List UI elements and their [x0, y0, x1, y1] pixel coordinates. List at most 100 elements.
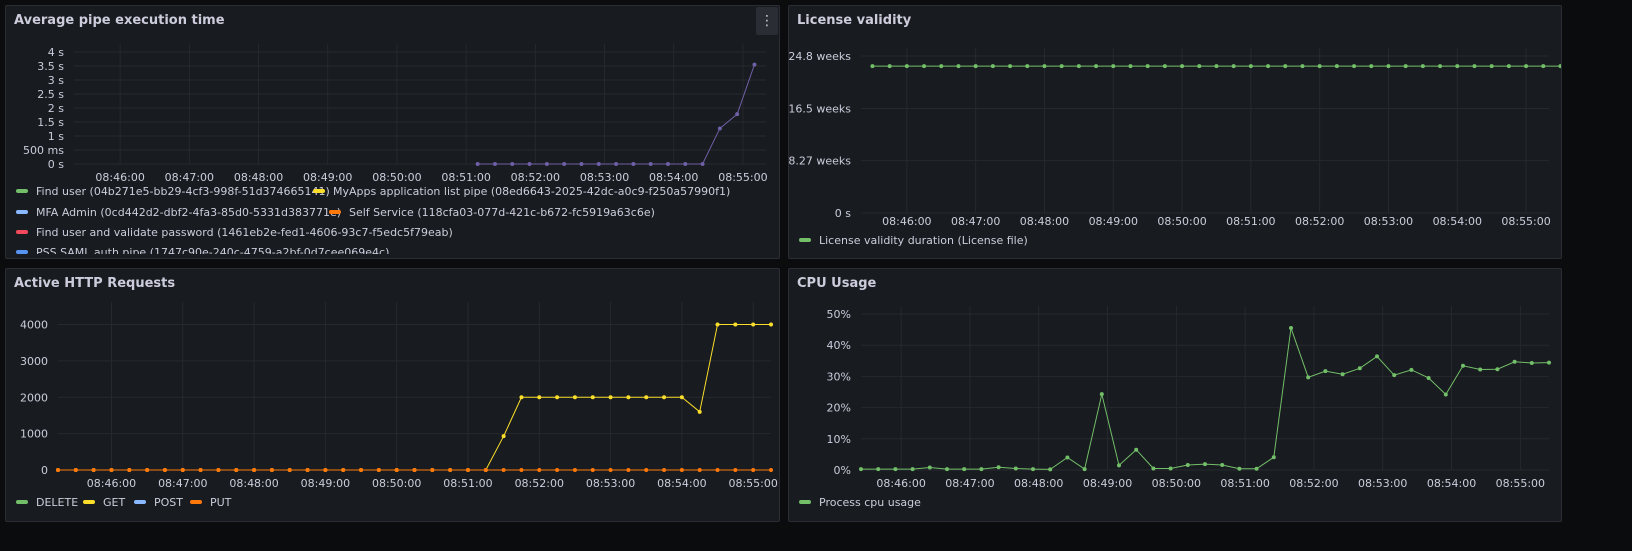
legend-item[interactable]: Self Service (118cfa03-077d-421c-b672-fc… [329, 205, 655, 219]
data-point [1162, 64, 1167, 69]
data-point [269, 468, 274, 472]
y-tick-label: 0 s [48, 158, 64, 171]
x-tick-label: 08:48:00 [229, 477, 278, 490]
y-tick-label: 16.5 weeks [789, 103, 851, 116]
y-tick-label: 50% [827, 308, 851, 321]
data-point [1025, 64, 1030, 69]
panel-title: Active HTTP Requests [14, 276, 176, 291]
data-point [1266, 64, 1271, 69]
x-tick-label: 08:46:00 [95, 171, 144, 181]
x-tick-label: 08:54:00 [649, 171, 698, 181]
legend-item[interactable]: MyApps application list pipe (08ed6643-2… [313, 184, 730, 198]
legend-swatch [799, 500, 811, 504]
data-point [939, 64, 944, 69]
data-point [1197, 64, 1202, 69]
legend-item[interactable]: MFA Admin (0cd442d2-dbf2-4fa3-85d0-5331d… [16, 205, 341, 219]
data-point [501, 434, 506, 439]
data-point [683, 162, 688, 166]
data-point [662, 395, 667, 400]
data-point [56, 468, 60, 472]
data-point [1082, 467, 1087, 472]
data-point [572, 395, 577, 400]
http-requests-panel: Active HTTP Requests 08:46:00 08:47:00 08:… [5, 268, 780, 522]
panel-title: Average pipe execution time [14, 13, 225, 28]
data-point [1059, 64, 1064, 69]
data-point [1392, 373, 1397, 378]
legend-item[interactable]: Find user and validate password (1461eb2… [16, 225, 453, 239]
cpu-chart: 08:46:00 08:47:00 08:48:00 08:49:00 08:50:00… [827, 306, 1551, 490]
data-point [1403, 64, 1408, 69]
data-point [626, 395, 631, 400]
data-point [1472, 64, 1477, 69]
y-tick-label: 4 s [48, 46, 64, 59]
data-point [1340, 372, 1345, 377]
data-point [519, 468, 524, 472]
data-point [1185, 463, 1190, 468]
y-tick-label: 2.5 s [37, 88, 64, 101]
x-tick-label: 08:51:00 [1220, 477, 1269, 490]
data-point [323, 468, 328, 472]
data-point [1283, 64, 1288, 69]
data-point [1271, 455, 1276, 460]
data-point [180, 468, 185, 472]
data-point [1489, 64, 1494, 69]
legend-swatch [83, 500, 95, 504]
y-tick-label: 500 ms [23, 144, 64, 157]
data-point [1220, 463, 1225, 468]
legend-item[interactable]: Find user (04b271e5-bb29-4cf3-998f-51d37… [16, 184, 330, 198]
data-point [1168, 466, 1173, 471]
legend-item[interactable]: License validity duration (License file) [799, 233, 1028, 247]
data-point [73, 468, 78, 472]
y-tick-label: 2000 [20, 391, 48, 404]
x-tick-label: 08:54:00 [657, 477, 706, 490]
http-chart: 08:46:00 08:47:00 08:48:00 08:49:00 08:50:00… [20, 302, 778, 490]
legend-item[interactable]: PUT [190, 495, 231, 509]
data-point [1455, 64, 1460, 69]
data-point [1506, 64, 1511, 69]
y-tick-label: 3.5 s [37, 60, 64, 73]
data-point [216, 468, 221, 472]
legend-item[interactable]: Process cpu usage [799, 495, 921, 509]
y-tick-label: 3000 [20, 355, 48, 368]
data-point [859, 467, 863, 472]
data-point [717, 126, 722, 131]
legend-item[interactable]: GET [83, 495, 125, 509]
x-tick-label: 08:52:00 [1289, 477, 1338, 490]
x-tick-label: 08:50:00 [1152, 477, 1201, 490]
legend-swatch [16, 189, 28, 193]
license-chart: 08:46:00 08:47:00 08:48:00 08:49:00 08:50:00… [789, 48, 1561, 228]
legend-item[interactable]: PSS SAML auth pipe (1747c90e-240c-4759-a… [16, 245, 389, 254]
y-tick-label: 1 s [48, 130, 64, 143]
data-point [1128, 64, 1133, 69]
data-point [1065, 455, 1070, 460]
y-tick-label: 24.8 weeks [789, 50, 851, 63]
x-tick-label: 08:48:00 [1014, 477, 1063, 490]
data-point [904, 64, 909, 69]
data-point [644, 468, 649, 472]
panel-menu-button[interactable]: ⋮ [756, 7, 778, 35]
x-tick-label: 08:46:00 [882, 215, 931, 228]
data-point [1076, 64, 1081, 69]
y-tick-label: 0% [834, 464, 851, 477]
x-tick-label: 08:54:00 [1433, 215, 1482, 228]
x-tick-label: 08:47:00 [951, 215, 1000, 228]
data-point [596, 162, 601, 166]
legend-item[interactable]: POST [134, 495, 183, 509]
data-point [631, 162, 636, 166]
x-tick-label: 08:55:00 [1501, 215, 1550, 228]
data-point [492, 162, 497, 166]
data-point [1008, 64, 1013, 69]
legend-item[interactable]: DELETE [16, 495, 78, 509]
data-point [1375, 354, 1379, 359]
data-point [996, 465, 1001, 470]
data-point [483, 468, 488, 472]
data-point [1357, 366, 1362, 371]
legend-swatch [16, 500, 28, 504]
data-point [1306, 375, 1311, 380]
data-point [510, 162, 515, 166]
x-tick-label: 08:49:00 [1089, 215, 1138, 228]
data-point [376, 468, 381, 472]
data-point [697, 409, 702, 414]
data-point [945, 467, 949, 472]
x-tick-label: 08:46:00 [876, 477, 925, 490]
